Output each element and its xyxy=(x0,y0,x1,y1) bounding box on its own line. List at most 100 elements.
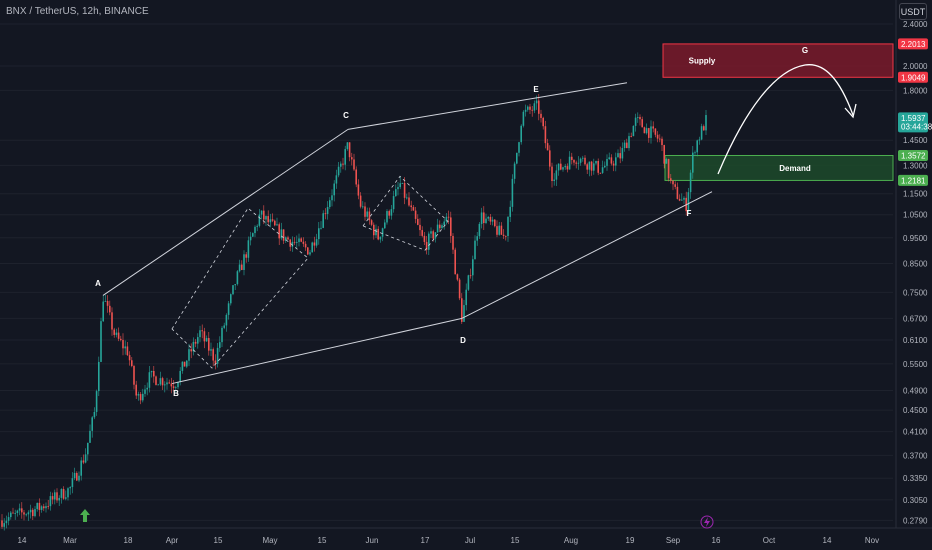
candle-body xyxy=(291,241,294,247)
candle-body xyxy=(148,372,151,388)
candle-body xyxy=(120,338,122,340)
candle-body xyxy=(571,156,573,160)
candle-body xyxy=(337,166,340,176)
candle-body xyxy=(566,166,569,170)
lightning-bolt-icon xyxy=(704,517,710,527)
candle-body xyxy=(401,183,404,184)
candle-body xyxy=(414,210,417,219)
candle-body xyxy=(392,196,395,210)
candle-body xyxy=(157,384,159,386)
candle-body xyxy=(179,370,181,383)
arrow-head-icon xyxy=(844,103,857,119)
candle-body xyxy=(573,159,575,163)
candle-body xyxy=(500,225,503,235)
candle-body xyxy=(190,349,192,352)
candle-body xyxy=(454,249,456,275)
candle-body xyxy=(533,103,536,111)
candle-body xyxy=(159,378,162,385)
candle-body xyxy=(131,360,133,367)
candle-body xyxy=(362,206,364,208)
candle-body xyxy=(599,172,602,174)
candle-body xyxy=(375,228,377,236)
candle-body xyxy=(113,329,115,335)
candle-body xyxy=(593,163,595,171)
candle-body xyxy=(276,224,278,226)
candle-body xyxy=(168,382,170,384)
x-tick-label: 19 xyxy=(626,536,635,545)
candle-body xyxy=(27,512,30,515)
candle-body xyxy=(665,159,668,164)
candle-body xyxy=(524,109,527,112)
candle-body xyxy=(234,284,236,286)
candle-body xyxy=(672,180,674,185)
candle-body xyxy=(645,128,648,134)
candle-body xyxy=(150,370,153,373)
candle-body xyxy=(518,142,520,153)
candle-body xyxy=(142,393,144,401)
candle-body xyxy=(509,206,511,217)
x-tick-label: Mar xyxy=(63,536,77,545)
candle-body xyxy=(531,109,533,111)
candle-body xyxy=(692,152,694,173)
candle-body xyxy=(175,387,177,389)
candle-body xyxy=(436,224,439,233)
candle-body xyxy=(203,331,206,342)
candle-body xyxy=(465,289,467,306)
candle-body xyxy=(29,509,32,513)
candles xyxy=(1,93,707,531)
candle-body xyxy=(166,382,168,385)
candle-body xyxy=(648,128,650,138)
candle-body xyxy=(487,216,489,219)
candle-body xyxy=(214,360,217,364)
candle-body xyxy=(344,149,346,165)
candle-body xyxy=(12,512,14,514)
candle-body xyxy=(432,231,434,239)
candle-body xyxy=(527,106,529,110)
candle-body xyxy=(109,305,111,313)
candle-body xyxy=(584,157,586,165)
dashed-flag-pattern xyxy=(171,207,309,369)
candle-body xyxy=(126,346,129,356)
candle-body xyxy=(40,506,43,510)
candle-body xyxy=(588,161,591,170)
candle-body xyxy=(694,152,696,154)
candle-body xyxy=(98,361,100,392)
currency-unit-button[interactable]: USDT xyxy=(899,3,927,20)
candle-body xyxy=(7,517,10,521)
candle-body xyxy=(153,370,155,377)
x-tick-label: Sep xyxy=(666,536,681,545)
candle-body xyxy=(335,175,338,184)
wave-label-b: B xyxy=(173,389,179,398)
supply-zone xyxy=(662,43,894,78)
candle-body xyxy=(621,148,624,159)
candle-body xyxy=(637,117,639,118)
candle-body xyxy=(181,361,184,371)
candle-body xyxy=(502,234,505,236)
candle-body xyxy=(582,157,584,159)
candle-body xyxy=(467,275,470,290)
candle-body xyxy=(100,321,102,362)
candle-body xyxy=(23,512,25,515)
candle-body xyxy=(139,394,142,401)
y-tick-label: 0.7500 xyxy=(903,288,928,297)
candle-body xyxy=(67,488,69,498)
candle-body xyxy=(366,211,368,217)
projection-curve xyxy=(717,64,854,175)
candle-body xyxy=(659,138,661,140)
candle-body xyxy=(703,126,705,131)
candle-body xyxy=(82,460,85,463)
candle-body xyxy=(478,223,481,237)
channel-line-lower-bd xyxy=(171,317,463,385)
candle-body xyxy=(304,243,307,248)
candle-body xyxy=(428,233,430,250)
candle-body xyxy=(146,387,148,390)
wave-label-a: A xyxy=(95,279,101,288)
y-tick-label: 0.9500 xyxy=(903,234,928,243)
candle-body xyxy=(315,239,318,246)
y-tick-label: 2.0000 xyxy=(903,62,928,71)
candle-body xyxy=(247,240,250,258)
candle-body xyxy=(388,211,390,216)
y-tick-label: 1.4500 xyxy=(903,136,928,145)
